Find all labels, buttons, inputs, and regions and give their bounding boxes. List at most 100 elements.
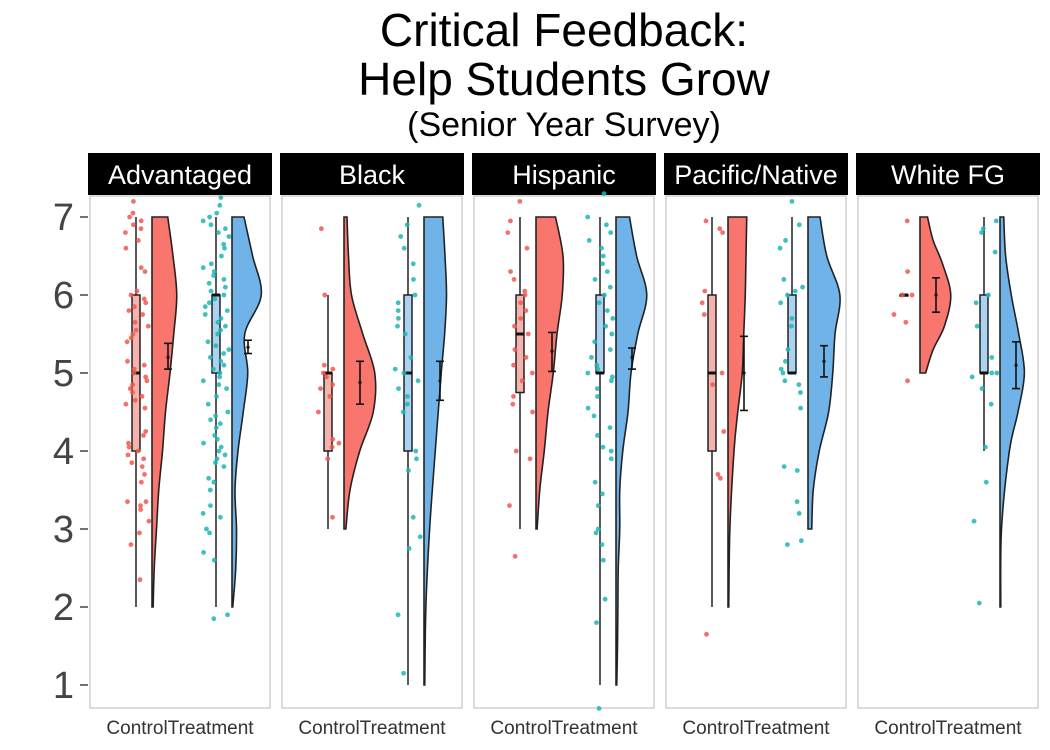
data-point	[128, 292, 134, 298]
data-point	[324, 374, 329, 380]
data-point	[206, 300, 212, 306]
data-point	[221, 277, 227, 282]
data-point	[221, 464, 227, 469]
data-point	[715, 472, 721, 477]
data-point	[785, 347, 791, 352]
panel-border	[857, 195, 1039, 709]
data-point	[122, 230, 128, 236]
boxplot-box	[979, 294, 989, 374]
data-point	[610, 316, 616, 321]
data-point	[992, 249, 998, 255]
data-point	[780, 370, 786, 376]
data-point	[413, 448, 419, 454]
data-point	[405, 401, 410, 407]
data-point	[720, 230, 726, 236]
data-point	[594, 620, 599, 625]
density-half-violin	[423, 216, 448, 686]
data-point	[594, 362, 600, 368]
data-point	[512, 323, 517, 329]
data-point	[215, 331, 221, 337]
data-point	[789, 316, 795, 321]
data-point	[401, 370, 407, 376]
data-point	[206, 475, 212, 481]
data-point	[318, 226, 324, 232]
group-control	[699, 216, 748, 637]
data-point	[207, 214, 213, 220]
group-control	[891, 216, 952, 384]
x-tick-labels: ControlTreatment	[106, 718, 254, 739]
data-point	[207, 530, 212, 536]
data-point	[128, 542, 134, 547]
data-point	[796, 382, 802, 388]
data-point	[320, 370, 326, 376]
data-point	[505, 230, 511, 236]
data-point	[217, 202, 223, 208]
data-point	[221, 241, 227, 247]
data-point	[322, 292, 328, 298]
data-point	[796, 511, 802, 516]
data-point	[219, 253, 224, 259]
data-point	[133, 327, 139, 333]
data-point	[785, 292, 790, 298]
data-point	[138, 226, 144, 232]
data-point	[710, 382, 716, 388]
data-point	[401, 670, 407, 676]
data-point	[591, 413, 597, 419]
data-point	[200, 265, 206, 271]
data-point	[909, 292, 915, 298]
y-tick-label: 4	[53, 431, 74, 473]
facet-strip	[856, 153, 1040, 195]
data-point	[530, 409, 535, 415]
data-point	[132, 397, 138, 403]
facet-strip	[280, 153, 464, 195]
data-point	[142, 405, 148, 411]
data-point	[983, 479, 989, 485]
x-tick-labels: ControlTreatment	[682, 718, 830, 739]
data-point	[993, 218, 999, 224]
data-point	[979, 386, 985, 391]
boxplot-box	[595, 294, 605, 374]
data-point	[701, 312, 707, 317]
data-point	[789, 199, 795, 204]
data-point	[979, 230, 984, 236]
data-point	[592, 479, 598, 485]
data-point	[143, 300, 149, 306]
data-point	[905, 378, 910, 384]
group-treatment	[777, 199, 841, 547]
panel-border	[89, 195, 271, 709]
data-point	[135, 238, 141, 243]
chart-title-line-2: Help Students Grow	[358, 53, 770, 105]
facet-panel-pacific-native: Pacific/Native ControlTreatment	[664, 153, 848, 739]
data-point	[201, 550, 206, 555]
data-point	[217, 514, 223, 520]
data-point	[141, 433, 146, 438]
y-tick-label: 2	[53, 587, 74, 629]
data-point	[599, 542, 605, 547]
facet-strip	[472, 153, 656, 195]
data-point	[123, 245, 129, 251]
data-point	[216, 382, 222, 388]
data-point	[330, 514, 335, 520]
data-point	[778, 366, 784, 372]
group-mean	[438, 379, 442, 383]
data-point	[200, 378, 206, 384]
data-point	[131, 199, 136, 204]
data-point	[603, 323, 609, 329]
data-point	[903, 319, 909, 325]
x-tick-labels: ControlTreatment	[298, 718, 446, 739]
data-point	[512, 553, 518, 559]
data-point	[226, 234, 232, 239]
facet-panels: AdvantagedControlTreatmentBlackControlTr…	[88, 153, 1040, 739]
x-tick-label-control: Control	[682, 718, 743, 739]
data-point	[609, 331, 615, 337]
data-point	[138, 503, 143, 508]
density-half-violin	[727, 216, 748, 608]
data-point	[699, 300, 705, 306]
x-tick-label-treatment: Treatment	[360, 718, 447, 739]
data-point	[511, 277, 517, 282]
facet-strip	[664, 153, 848, 195]
data-point	[318, 386, 323, 391]
data-point	[212, 296, 218, 302]
data-point	[794, 499, 800, 505]
